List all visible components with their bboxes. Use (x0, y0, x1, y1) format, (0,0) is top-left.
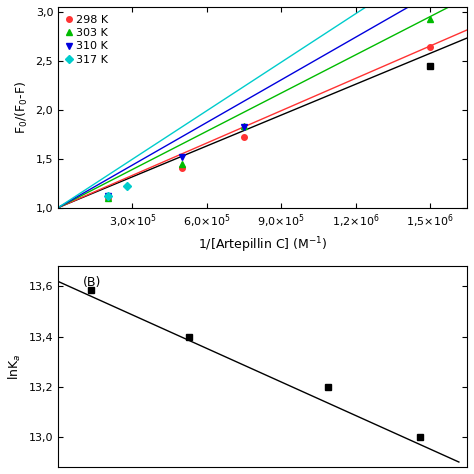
Text: (B): (B) (82, 276, 101, 290)
Y-axis label: F$_0$/(F$_0$-F): F$_0$/(F$_0$-F) (14, 81, 30, 134)
Y-axis label: lnK$_a$: lnK$_a$ (7, 354, 23, 380)
X-axis label: 1/[Artepillin C] (M$^{-1}$): 1/[Artepillin C] (M$^{-1}$) (198, 236, 328, 255)
Legend: 298 K, 303 K, 310 K, 317 K: 298 K, 303 K, 310 K, 317 K (64, 12, 110, 67)
